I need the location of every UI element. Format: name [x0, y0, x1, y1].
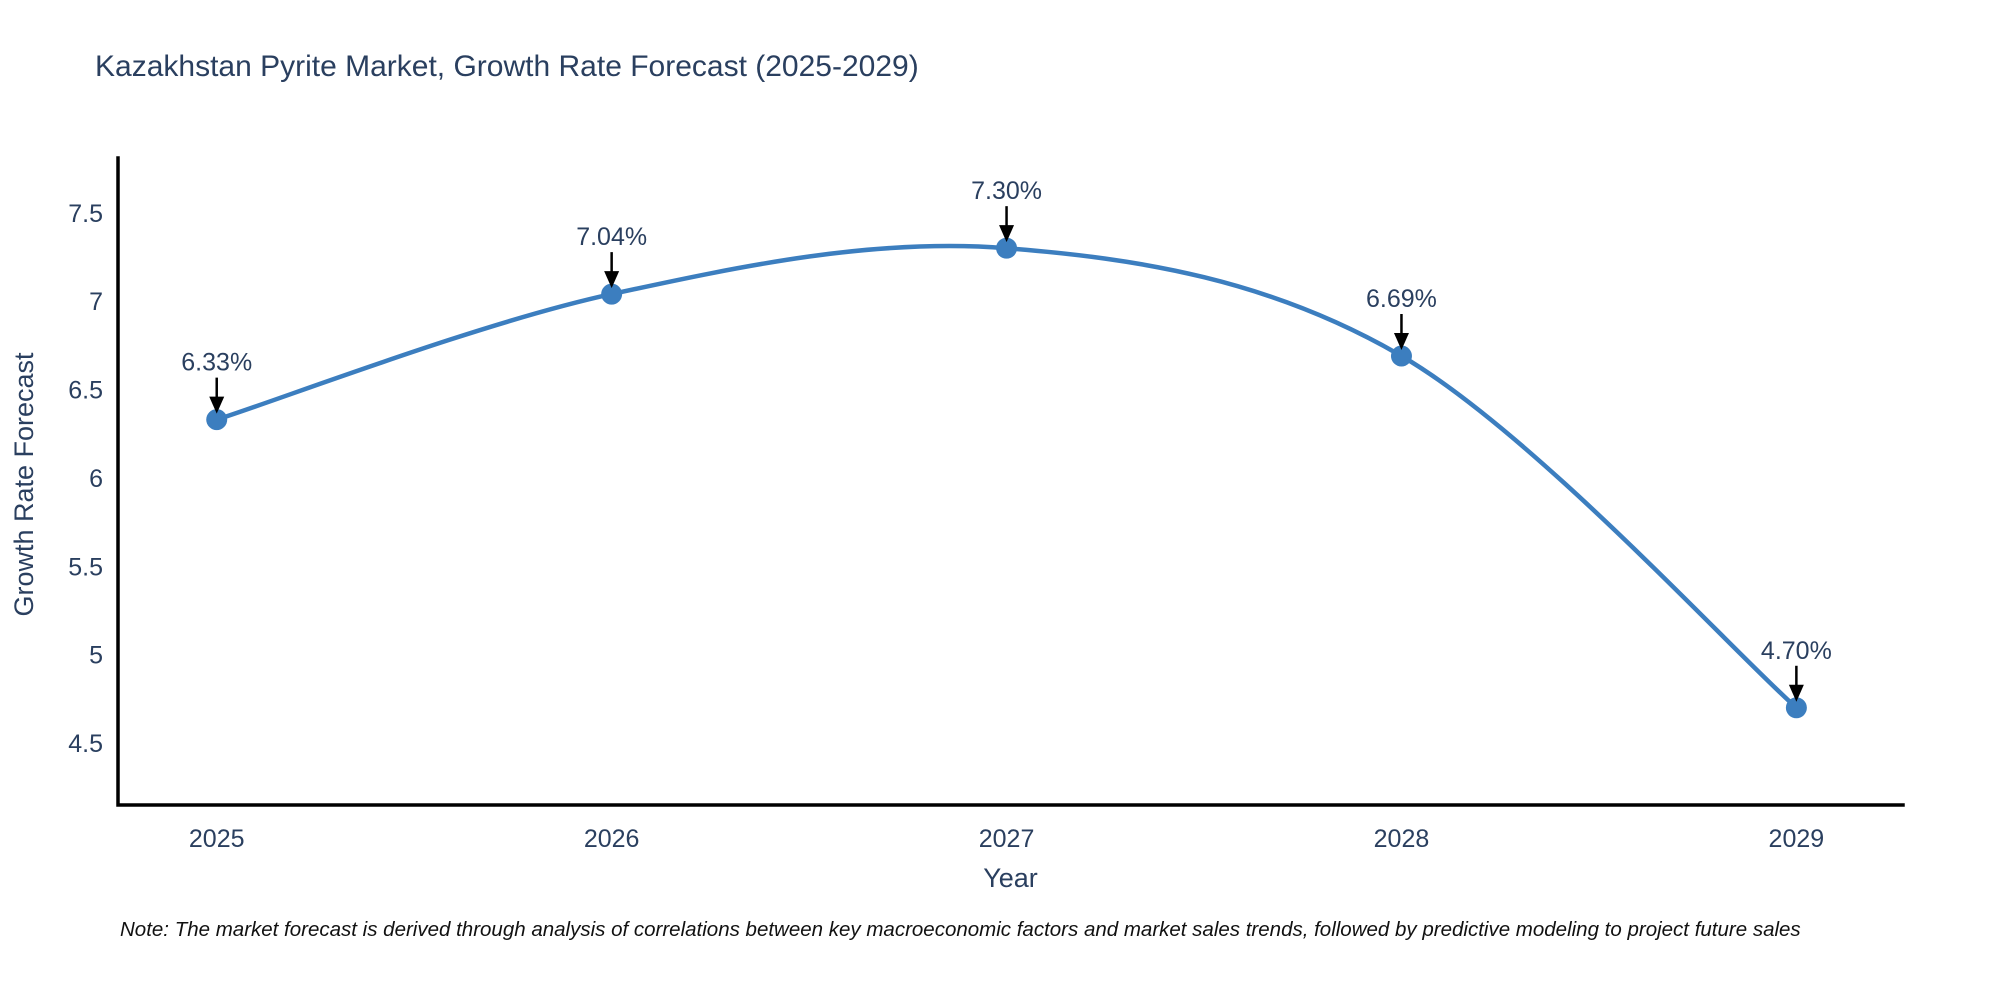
footnote: Note: The market forecast is derived thr…: [120, 918, 1801, 941]
x-axis-title: Year: [983, 863, 1038, 893]
x-axis-tick-label: 2026: [584, 825, 640, 853]
y-axis-tick-label: 6: [89, 465, 103, 493]
data-point-label: 6.69%: [1366, 285, 1437, 313]
x-axis-tick-label: 2029: [1769, 825, 1825, 853]
data-point-marker: [1390, 345, 1412, 367]
data-point-marker: [206, 409, 228, 431]
data-point-marker: [1785, 697, 1807, 719]
data-point-label: 7.30%: [971, 177, 1042, 205]
y-axis-tick-label: 6.5: [68, 377, 103, 405]
annotation-arrowhead-icon: [1788, 684, 1804, 702]
data-point-marker: [601, 283, 623, 305]
data-point-label: 4.70%: [1761, 637, 1832, 665]
y-axis-tick-label: 4.5: [68, 730, 103, 758]
x-axis-tick-label: 2027: [979, 825, 1035, 853]
y-axis-title: Growth Rate Forecast: [9, 352, 39, 617]
x-axis-tick-label: 2028: [1374, 825, 1430, 853]
x-axis-tick-label: 2025: [189, 825, 245, 853]
trend-line: [214, 243, 1799, 711]
annotation-arrowhead-icon: [999, 225, 1015, 243]
y-axis-tick-label: 5.5: [68, 553, 103, 581]
y-axis-tick-label: 5: [89, 642, 103, 670]
data-point-label: 6.33%: [181, 349, 252, 377]
data-point-label: 7.04%: [576, 223, 647, 251]
data-point-marker: [996, 237, 1018, 259]
chart-title: Kazakhstan Pyrite Market, Growth Rate Fo…: [95, 50, 919, 83]
y-axis-tick-label: 7: [89, 288, 103, 316]
annotation-arrowhead-icon: [1393, 332, 1409, 350]
annotation-arrowhead-icon: [604, 271, 620, 289]
annotation-arrowhead-icon: [209, 396, 225, 414]
y-axis-tick-label: 7.5: [68, 200, 103, 228]
axis-lines: [116, 156, 1905, 807]
